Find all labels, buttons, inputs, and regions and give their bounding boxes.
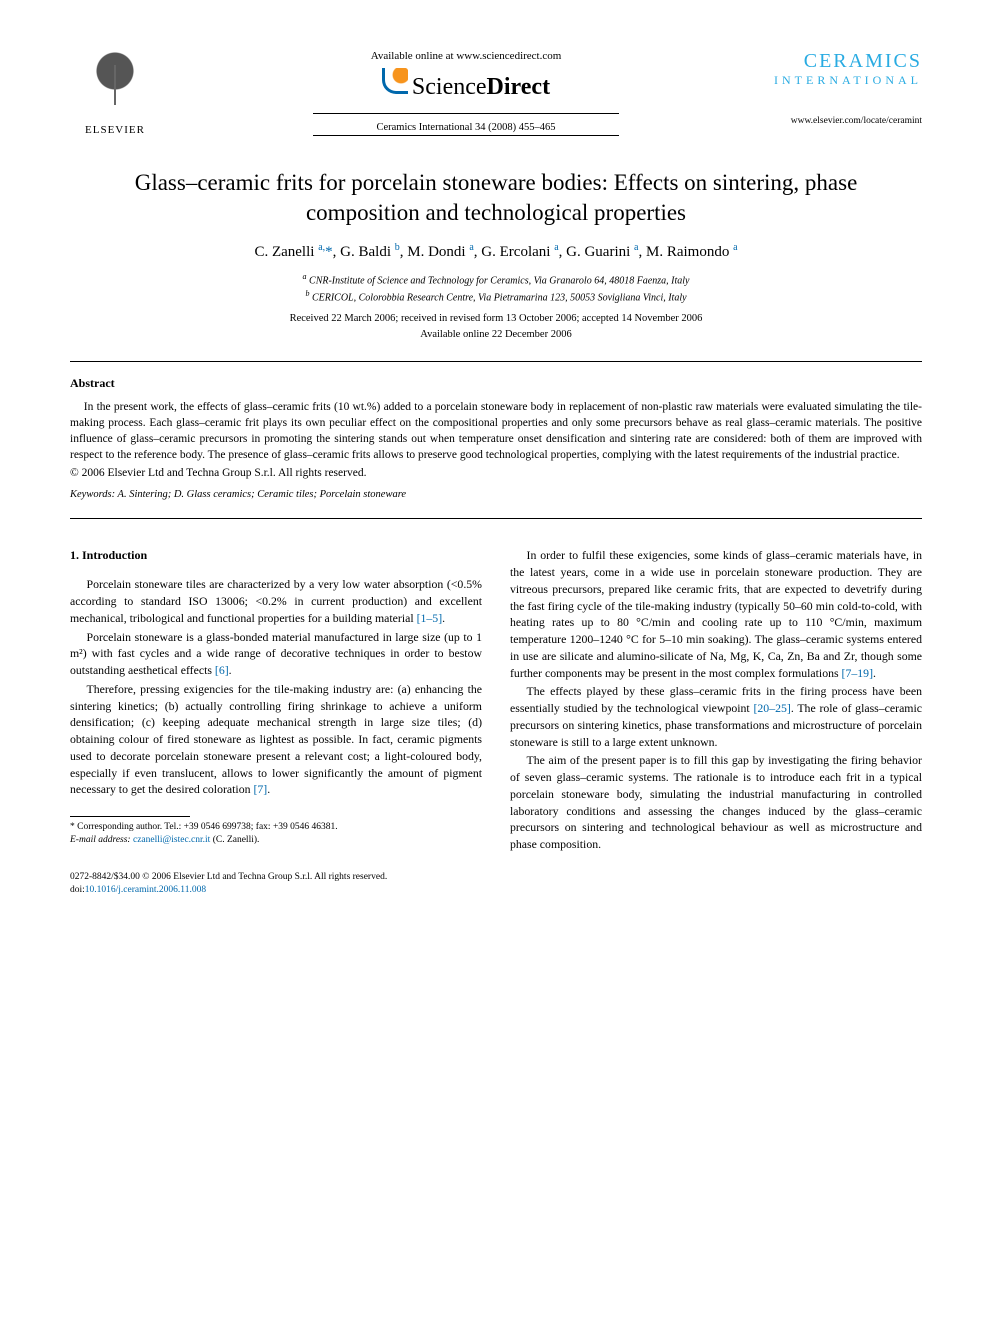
footnote-corr: * Corresponding author. Tel.: +39 0546 6… — [70, 821, 482, 834]
keywords-label: Keywords: — [70, 489, 115, 500]
authors-line: C. Zanelli a,*, G. Baldi b, M. Dondi a, … — [70, 242, 922, 261]
ref-link-7-19[interactable]: [7–19] — [842, 666, 873, 680]
journal-url: www.elsevier.com/locate/ceramint — [772, 116, 922, 126]
abstract-copyright: © 2006 Elsevier Ltd and Techna Group S.r… — [70, 467, 922, 479]
intro-p2: Porcelain stoneware is a glass-bonded ma… — [70, 629, 482, 679]
elsevier-tree-icon — [85, 50, 145, 120]
ref-link-1-5[interactable]: [1–5] — [417, 611, 443, 625]
body-columns: 1. Introduction Porcelain stoneware tile… — [70, 547, 922, 855]
footnote-email-author: (C. Zanelli). — [213, 835, 260, 845]
abstract-text: In the present work, the effects of glas… — [70, 399, 922, 463]
article-dates: Received 22 March 2006; received in revi… — [70, 311, 922, 343]
citation-line: Ceramics International 34 (2008) 455–465 — [160, 122, 772, 133]
column-left: 1. Introduction Porcelain stoneware tile… — [70, 547, 482, 855]
article-title: Glass–ceramic frits for porcelain stonew… — [90, 168, 902, 228]
intro-p1: Porcelain stoneware tiles are characteri… — [70, 576, 482, 626]
abstract-heading: Abstract — [70, 376, 922, 391]
sciencedirect-swoosh-icon — [382, 68, 408, 94]
footnote-email-label: E-mail address: — [70, 835, 131, 845]
publisher-label: ELSEVIER — [70, 124, 160, 136]
ref-link-20-25[interactable]: [20–25] — [753, 701, 790, 715]
header-region: ELSEVIER Available online at www.science… — [70, 50, 922, 138]
affiliations: a CNR-Institute of Science and Technolog… — [70, 271, 922, 306]
intro-p5: The effects played by these glass–cerami… — [510, 683, 922, 750]
journal-title: CERAMICS — [772, 50, 922, 73]
abstract-body: In the present work, the effects of glas… — [70, 399, 922, 463]
dates-online: Available online 22 December 2006 — [70, 327, 922, 343]
sciencedirect-logo: ScienceDirect — [382, 68, 550, 101]
ref-link-7[interactable]: [7] — [253, 782, 267, 796]
available-online-text: Available online at www.sciencedirect.co… — [160, 50, 772, 62]
abstract-rule-top — [70, 361, 922, 362]
corresponding-author-footnote: * Corresponding author. Tel.: +39 0546 6… — [70, 821, 482, 847]
section-1-heading: 1. Introduction — [70, 547, 482, 564]
header-rule-top — [313, 113, 619, 114]
dates-received: Received 22 March 2006; received in revi… — [70, 311, 922, 327]
keywords-text: A. Sintering; D. Glass ceramics; Ceramic… — [118, 489, 407, 500]
doi-link[interactable]: 10.1016/j.ceramint.2006.11.008 — [85, 885, 206, 895]
intro-p4: In order to fulfil these exigencies, som… — [510, 547, 922, 681]
journal-block: CERAMICS INTERNATIONAL www.elsevier.com/… — [772, 50, 922, 126]
affiliation-b: b CERICOL, Colorobbia Research Centre, V… — [70, 288, 922, 305]
footnote-email-link[interactable]: czanelli@istec.cnr.it — [133, 835, 210, 845]
abstract-rule-bottom — [70, 518, 922, 519]
column-right: In order to fulfil these exigencies, som… — [510, 547, 922, 855]
issn-line: 0272-8842/$34.00 © 2006 Elsevier Ltd and… — [70, 871, 922, 884]
doi-label: doi: — [70, 885, 85, 895]
footnote-email-line: E-mail address: czanelli@istec.cnr.it (C… — [70, 834, 482, 847]
header-center: Available online at www.sciencedirect.co… — [160, 50, 772, 138]
doi-line: doi:10.1016/j.ceramint.2006.11.008 — [70, 884, 922, 897]
intro-p3: Therefore, pressing exigencies for the t… — [70, 681, 482, 798]
sd-text-science: Science — [412, 74, 487, 100]
sd-text-direct: Direct — [487, 74, 551, 100]
publisher-logo-block: ELSEVIER — [70, 50, 160, 136]
header-rule-bottom — [313, 135, 619, 136]
keywords-line: Keywords: A. Sintering; D. Glass ceramic… — [70, 489, 922, 500]
ref-link-6[interactable]: [6] — [215, 663, 229, 677]
bottom-info: 0272-8842/$34.00 © 2006 Elsevier Ltd and… — [70, 871, 922, 897]
sciencedirect-text: ScienceDirect — [412, 74, 550, 101]
intro-p6: The aim of the present paper is to fill … — [510, 752, 922, 853]
journal-subtitle: INTERNATIONAL — [772, 73, 922, 88]
affiliation-a: a CNR-Institute of Science and Technolog… — [70, 271, 922, 288]
footnote-rule — [70, 816, 190, 817]
